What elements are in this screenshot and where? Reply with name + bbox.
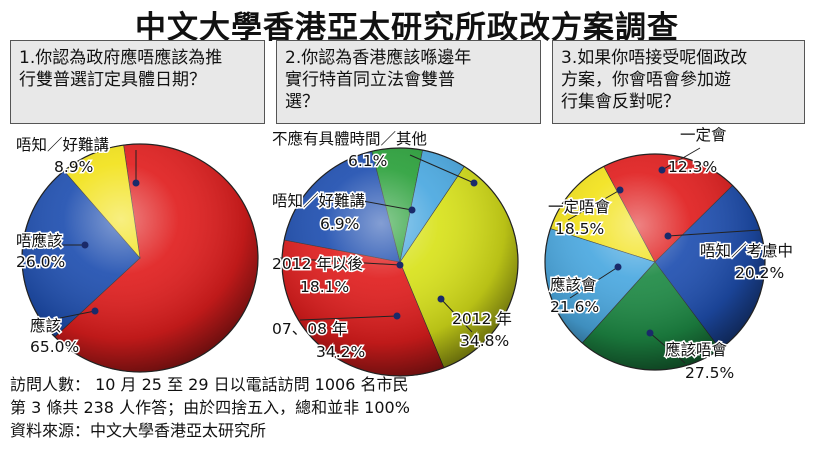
pie-2-label-3: 2012 年以後	[272, 255, 363, 273]
pie-2-label-2: 07、08 年	[272, 320, 347, 338]
pie-2-marker-5	[470, 179, 478, 187]
pie-3-outline	[544, 153, 766, 371]
pie-3-label-2: 唔知／考慮中	[700, 242, 793, 260]
pie-1-value-2: 26.0%	[16, 253, 65, 271]
question-1-box: 1.你認為政府應唔應該為推 行雙普選訂定具體日期？	[10, 40, 265, 124]
pie-2-leader-5	[409, 154, 475, 184]
pie-3-label-4: 應該會	[550, 275, 597, 294]
pie-2-label-1: 2012 年	[452, 310, 512, 328]
question-3-line-2: 方案，你會唔會參加遊	[561, 70, 731, 90]
question-2-line-3: 選？	[285, 92, 319, 112]
pie-3-marker-4	[614, 263, 622, 271]
pie-3-label-3: 應該唔會	[665, 340, 728, 359]
pie-3-value-1: 12.3%	[668, 158, 717, 176]
pie-3-marker-2	[664, 232, 672, 240]
pie-3-label-5: 一定唔會	[548, 198, 611, 216]
pie-2-marker-1	[437, 295, 445, 303]
question-2-line-1: 2.你認為香港應該喺邊年	[285, 48, 472, 68]
pie-3-value-5: 18.5%	[555, 220, 604, 238]
pie-chart-3: 一定會 12.3% 唔知／考慮中 20.2% 應該唔會 27.5% 應該會 21.6% 一定唔會…	[544, 125, 795, 384]
pie-1-label-1: 應該	[30, 316, 61, 335]
pie-1-leader-1	[59, 310, 96, 319]
question-2-box: 2.你認為香港應該喺邊年 實行特首同立法會雙普 選？	[276, 40, 541, 124]
pie-3-leader-5	[567, 189, 621, 221]
question-3-box: 3.如果你唔接受呢個政改 方案，你會唔會參加遊 行集會反對呢？	[552, 40, 805, 124]
pie-3-leader-3	[649, 332, 686, 364]
pie-3-value-2: 20.2%	[735, 264, 784, 282]
pie-2-leader-2	[299, 315, 398, 321]
pie-2-label-5: 不應有具體時間／其他	[272, 129, 427, 148]
pie-2-value-2: 34.2%	[316, 343, 365, 361]
pie-3-label-1: 一定會	[680, 126, 727, 144]
pie-2-outline	[281, 147, 519, 377]
question-3-line-1: 3.如果你唔接受呢個政改	[561, 48, 748, 68]
pie-2-leader-1	[440, 298, 473, 333]
pie-1-value-1: 65.0%	[30, 338, 79, 356]
pie-2-value-5: 6.1%	[348, 152, 387, 170]
pie-2-value-4: 6.9%	[320, 215, 359, 233]
question-2-line-2: 實行特首同立法會雙普	[285, 70, 455, 90]
pie-3-leader-1	[661, 147, 701, 171]
pie-1-shading	[22, 144, 258, 372]
question-3-line-3: 行集會反對呢？	[561, 92, 680, 112]
question-1-line-2: 行雙普選訂定具體日期？	[19, 70, 206, 90]
footer-notes: 訪問人數： 10 月 25 至 29 日以電話訪問 1006 名市民 第 3 條…	[10, 373, 410, 442]
pie-1-value-3: 8.9%	[54, 158, 93, 176]
pie-chart-1: 應該 65.0% 唔應該 26.0% 唔知／好難講 8.9%	[15, 135, 259, 373]
pie-1-marker-2	[81, 241, 89, 249]
pie-3-value-4: 21.6%	[550, 298, 599, 316]
pie-chart-2: 2012 年 34.8% 07、08 年 34.2% 2012 年以後 18.1% 唔知／好…	[271, 128, 519, 377]
pie-1-outline	[21, 143, 259, 373]
pie-2-value-3: 18.1%	[300, 278, 349, 296]
footer-note-line: 第 3 條共 238 人作答；由於四捨五入，總和並非 100%	[10, 398, 410, 417]
pie-1-label-3: 唔知／好難講	[16, 136, 109, 154]
footer-source-line: 資料來源：中文大學香港亞太研究所	[10, 421, 267, 440]
pie-1-marker-3	[132, 179, 140, 187]
pie-3-value-3: 27.5%	[685, 364, 734, 382]
pie-3-marker-3	[646, 329, 654, 337]
pie-1-marker-1	[91, 307, 99, 315]
pie-2-value-1: 34.8%	[460, 332, 509, 350]
pie-3-leader-2	[667, 229, 761, 237]
footer-sample-line: 訪問人數： 10 月 25 至 29 日以電話訪問 1006 名市民	[10, 375, 409, 394]
pie-2-leader-4	[329, 194, 413, 211]
pie-2-marker-2	[393, 312, 401, 320]
pie-3-shading	[545, 154, 765, 370]
pie-2-leader-3	[279, 257, 401, 266]
pie-3-marker-1	[658, 166, 666, 174]
pie-2-label-4: 唔知／好難講	[272, 192, 365, 210]
pie-2-marker-4	[408, 206, 416, 214]
question-1-line-1: 1.你認為政府應唔應該為推	[19, 48, 223, 68]
pie-3-leader-4	[569, 266, 619, 299]
pie-1-label-2: 唔應該	[16, 231, 63, 250]
pie-3-marker-5	[616, 186, 624, 194]
pie-2-marker-3	[396, 261, 404, 269]
